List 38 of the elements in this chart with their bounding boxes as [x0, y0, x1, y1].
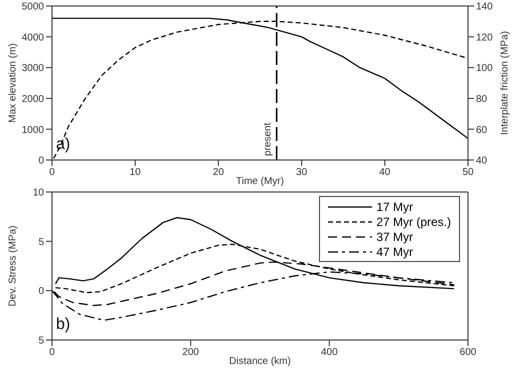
y2-tick-label: 100 [476, 63, 494, 74]
y-tick-label: 3000 [22, 63, 44, 74]
x-axis-title: Time (Myr) [236, 176, 284, 187]
legend-label: 47 Myr [376, 244, 413, 258]
x-tick-label: 50 [462, 167, 474, 178]
y2-tick-label: 80 [476, 94, 488, 105]
y-axis-title: Dev. Stress (MPa) [8, 226, 19, 306]
x-tick-label: 600 [460, 347, 477, 358]
y-axis-title: Max elevation (m) [8, 43, 19, 123]
x-tick-label: 30 [296, 167, 308, 178]
y-tick-label: 1000 [22, 124, 44, 136]
y-tick-label: 2000 [22, 94, 44, 105]
x-tick-label: 0 [49, 347, 56, 358]
x-axis-title: Distance (km) [229, 356, 291, 367]
x-tick-label: 0 [49, 167, 56, 178]
x-tick-label: 20 [212, 167, 224, 178]
y2-tick-label: 40 [476, 156, 488, 167]
x-tick-label: 400 [320, 347, 338, 358]
y-tick-label: 5000 [22, 2, 44, 13]
y-tick-label: 5 [38, 336, 44, 347]
y-tick-label: 5 [38, 236, 44, 248]
y-tick-label: 0 [38, 156, 44, 167]
y-tick-label: 10 [32, 188, 44, 199]
x-tick-label: 200 [182, 347, 200, 358]
legend-label: 27 Myr (pres.) [376, 214, 451, 228]
y2-axis-title: Interplate friction (MPa) [500, 31, 511, 135]
x-tick-label: 40 [379, 167, 391, 178]
legend-label: 17 Myr [376, 200, 413, 214]
ref-line-label: present [262, 122, 274, 156]
y2-tick-label: 120 [476, 32, 494, 44]
annotation: a) [56, 136, 70, 154]
y-tick-label: 0 [38, 286, 44, 298]
legend-label: 37 Myr [376, 230, 413, 244]
y2-tick-label: 140 [476, 2, 494, 13]
y-tick-label: 4000 [22, 32, 44, 44]
y2-tick-label: 60 [476, 124, 488, 136]
annotation: b) [56, 316, 70, 334]
x-tick-label: 10 [130, 167, 142, 178]
